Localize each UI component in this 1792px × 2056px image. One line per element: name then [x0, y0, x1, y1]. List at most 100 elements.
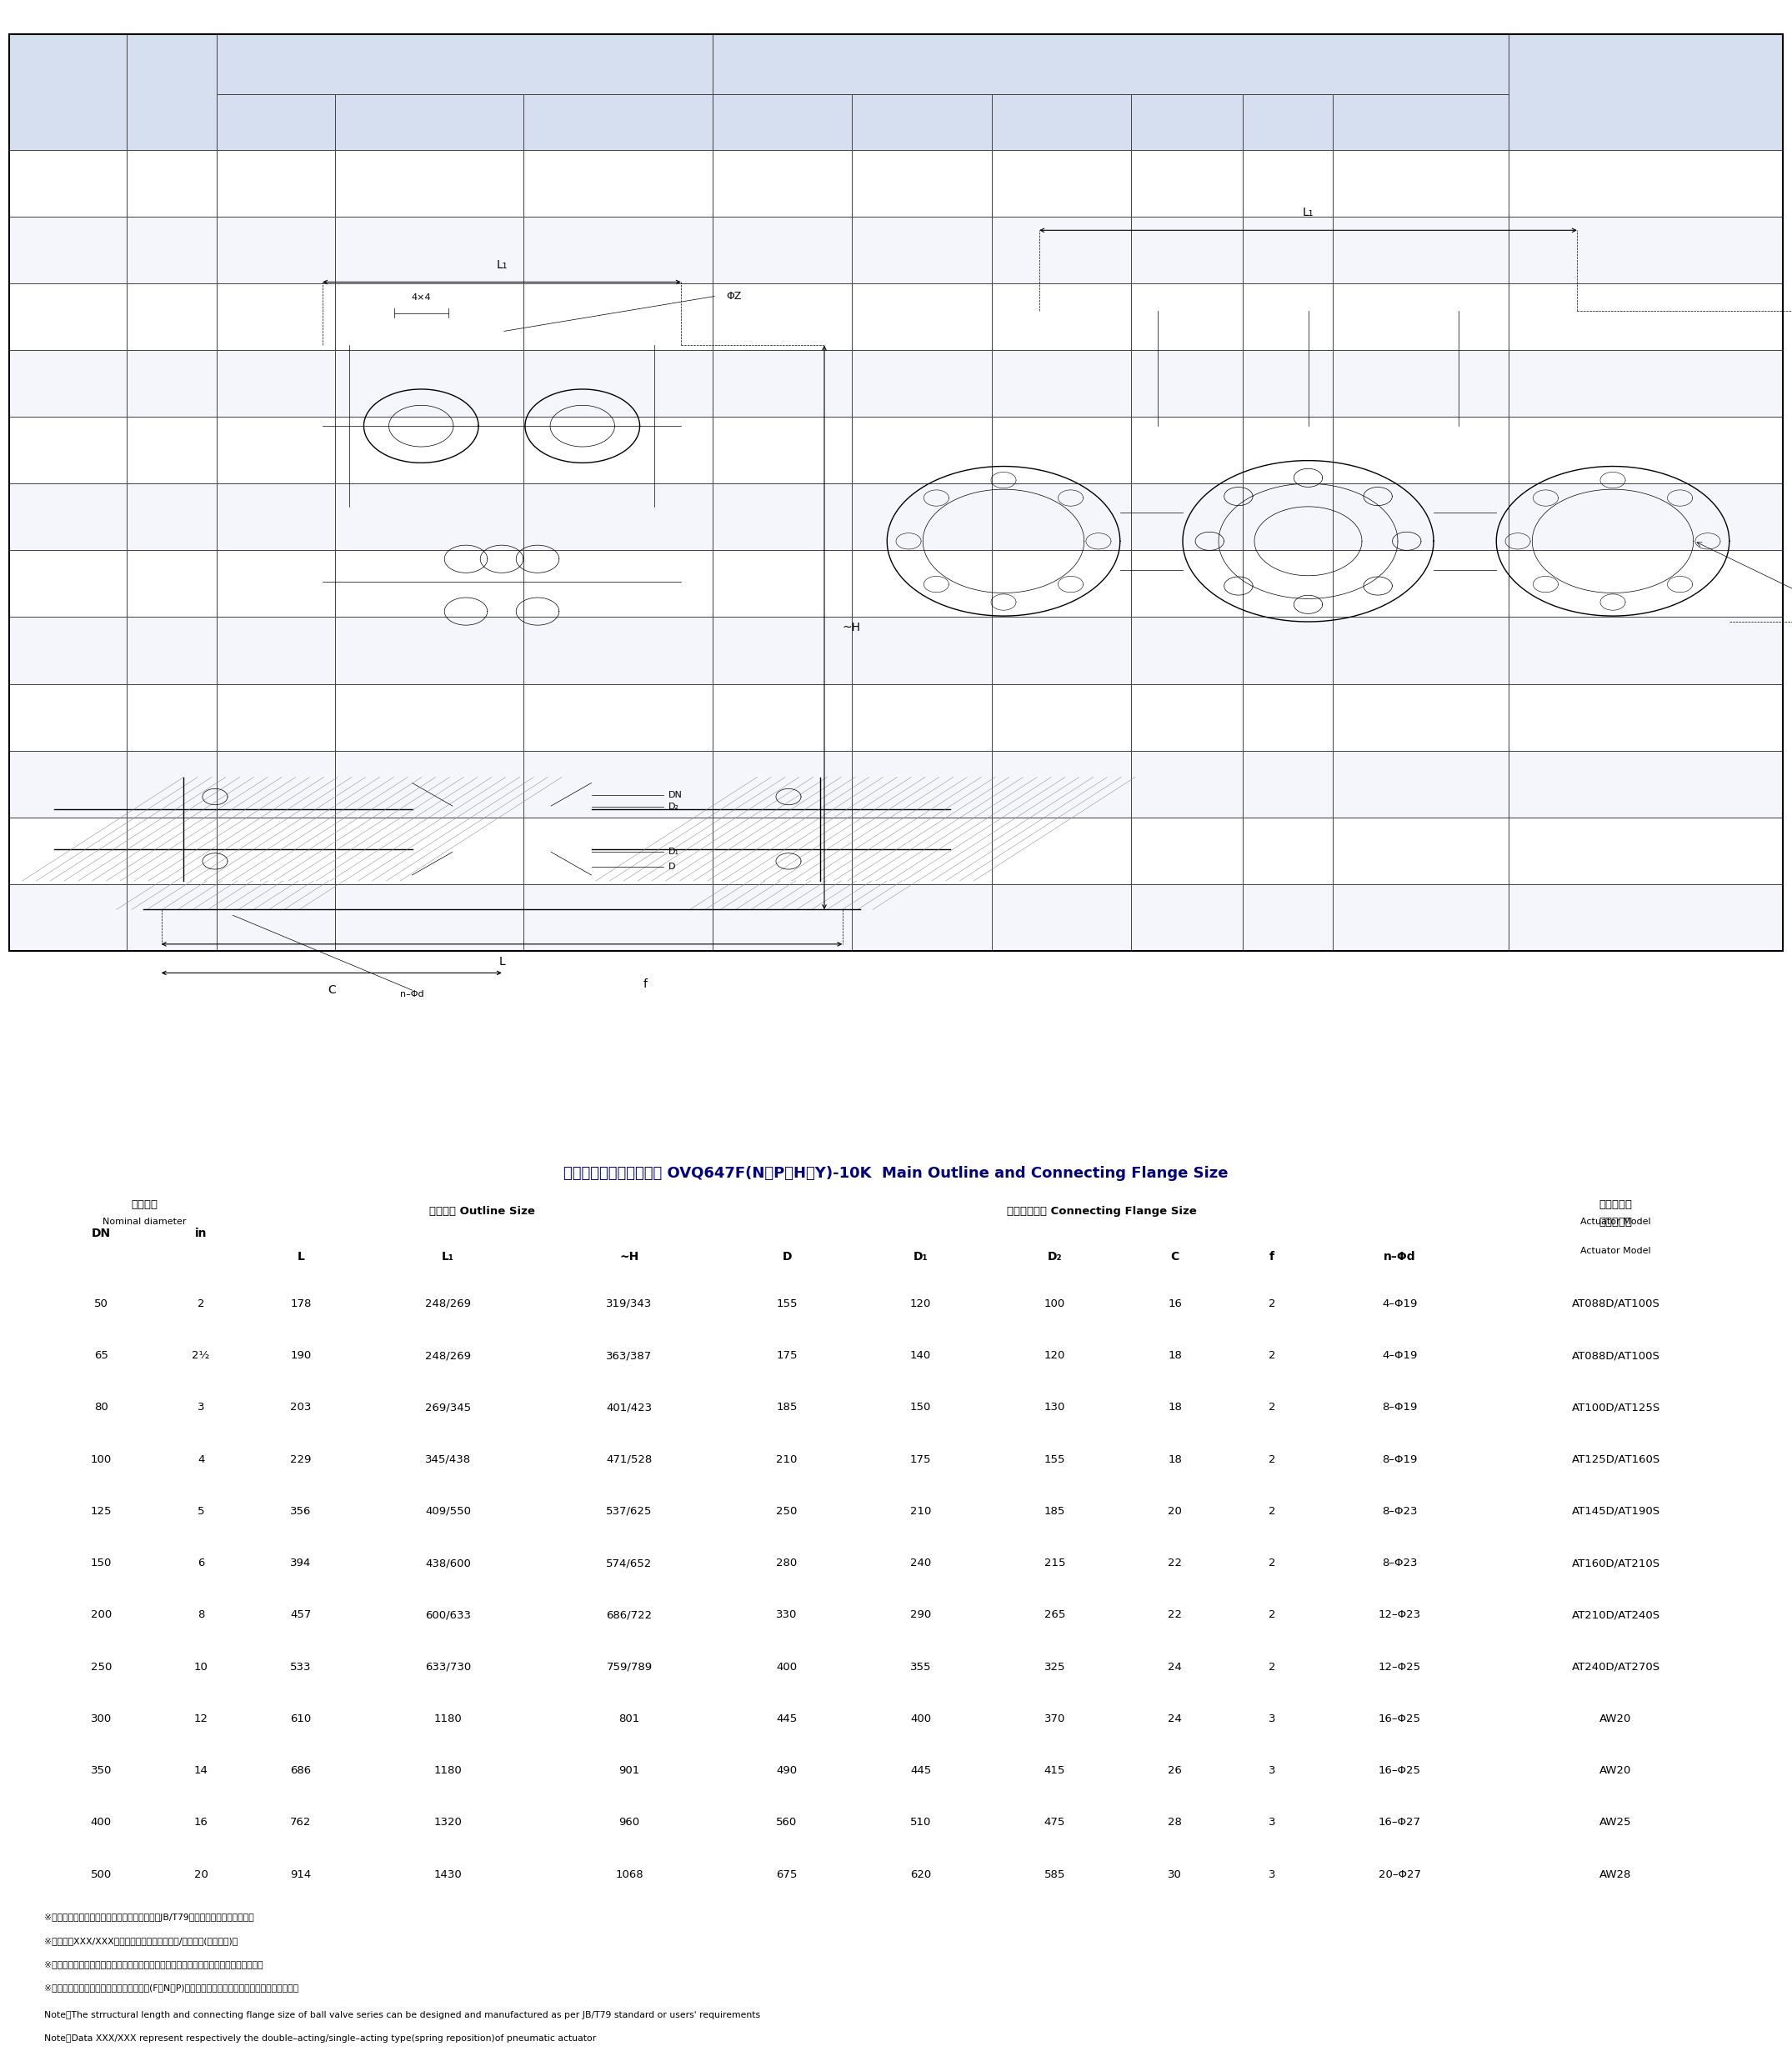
Text: 400: 400	[91, 1818, 111, 1828]
Text: 4: 4	[197, 1454, 204, 1464]
Bar	[991, 685, 1131, 750]
Text: 8–Φ19: 8–Φ19	[1382, 1454, 1417, 1464]
Bar	[851, 417, 991, 483]
Bar	[991, 150, 1131, 216]
Bar	[217, 35, 713, 95]
Bar	[991, 284, 1131, 350]
Bar	[1333, 150, 1509, 216]
Text: 16–Φ25: 16–Φ25	[1378, 1766, 1421, 1776]
Text: 100: 100	[1045, 1299, 1064, 1310]
Bar	[851, 818, 991, 884]
Bar	[335, 483, 523, 551]
Text: 执行器型号: 执行器型号	[1598, 1199, 1633, 1211]
Bar	[523, 818, 713, 884]
Bar	[9, 483, 127, 551]
Bar	[991, 750, 1131, 818]
Bar	[1242, 483, 1333, 551]
Text: 18: 18	[1168, 1351, 1183, 1361]
Bar	[457, 707, 547, 726]
Text: 2: 2	[1269, 1402, 1276, 1412]
Text: Note：Data XXX/XXX represent respectively the double–acting/single–acting type(sp: Note：Data XXX/XXX represent respectively…	[45, 2035, 597, 2044]
Text: AT088D/AT100S: AT088D/AT100S	[1572, 1299, 1659, 1310]
Bar	[991, 551, 1131, 617]
Bar	[1509, 350, 1783, 417]
Text: 4–Φ19: 4–Φ19	[1382, 1299, 1417, 1310]
Text: 633/730: 633/730	[425, 1661, 471, 1672]
Text: 100: 100	[91, 1454, 111, 1464]
Bar	[335, 551, 523, 617]
Text: 28: 28	[1168, 1818, 1183, 1828]
Text: AW20: AW20	[1600, 1713, 1633, 1725]
Bar	[851, 483, 991, 551]
Bar	[713, 350, 851, 417]
Bar	[713, 35, 1509, 95]
Text: D₁: D₁	[668, 847, 679, 855]
Text: n–Φd: n–Φd	[400, 991, 425, 999]
Bar	[1131, 284, 1242, 350]
Text: 319/343: 319/343	[606, 1299, 652, 1310]
Text: 150: 150	[91, 1558, 111, 1569]
Bar	[523, 884, 713, 952]
Text: 620: 620	[910, 1869, 932, 1879]
Text: 185: 185	[776, 1402, 797, 1412]
Text: 290: 290	[910, 1610, 932, 1620]
Text: 445: 445	[910, 1766, 932, 1776]
Text: 210: 210	[910, 1505, 932, 1517]
Bar	[335, 818, 523, 884]
Text: 345/438: 345/438	[425, 1454, 471, 1464]
Text: 2: 2	[1269, 1454, 1276, 1464]
Text: 24: 24	[1168, 1661, 1183, 1672]
Bar	[217, 95, 335, 150]
Bar	[1004, 333, 1039, 403]
Bar	[991, 350, 1131, 417]
Bar	[127, 750, 217, 818]
Text: 130: 130	[1045, 1402, 1064, 1412]
Bar	[127, 685, 217, 750]
Bar	[851, 617, 991, 685]
Bar	[1287, 276, 1330, 310]
Bar	[713, 685, 851, 750]
Text: 3: 3	[1269, 1713, 1276, 1725]
Bar	[217, 483, 335, 551]
Bar	[9, 35, 127, 150]
Text: L₁: L₁	[496, 259, 507, 271]
Text: 914: 914	[290, 1869, 312, 1879]
Bar	[335, 617, 523, 685]
Text: ※注：数据XXX/XXX分别是气动执行器双作用式/单作用式(弹簧复位)。: ※注：数据XXX/XXX分别是气动执行器双作用式/单作用式(弹簧复位)。	[45, 1937, 238, 1945]
Text: 610: 610	[290, 1713, 312, 1725]
Text: 16–Φ27: 16–Φ27	[1378, 1818, 1421, 1828]
Bar	[457, 656, 547, 674]
Text: 210: 210	[776, 1454, 797, 1464]
Text: 2: 2	[1269, 1351, 1276, 1361]
Bar	[1242, 750, 1333, 818]
Text: 510: 510	[910, 1818, 932, 1828]
Bar	[1509, 884, 1783, 952]
Text: 585: 585	[1045, 1869, 1064, 1879]
Bar	[9, 818, 127, 884]
Text: ΦZ: ΦZ	[726, 290, 742, 302]
Bar	[217, 884, 335, 952]
Bar	[1242, 617, 1333, 685]
Text: 363/387: 363/387	[606, 1351, 652, 1361]
Text: 500: 500	[91, 1869, 111, 1879]
Text: AT160D/AT210S: AT160D/AT210S	[1572, 1558, 1659, 1569]
Text: 325: 325	[1045, 1661, 1064, 1672]
Text: 350: 350	[91, 1766, 111, 1776]
Bar	[217, 417, 335, 483]
Bar	[335, 884, 523, 952]
Bar	[9, 884, 127, 952]
Bar	[335, 417, 523, 483]
Text: 400: 400	[910, 1713, 932, 1725]
Text: AT088D/AT100S: AT088D/AT100S	[1572, 1351, 1659, 1361]
Bar	[335, 750, 523, 818]
Text: 175: 175	[776, 1351, 797, 1361]
Bar	[1509, 35, 1783, 150]
Text: 370: 370	[1045, 1713, 1064, 1725]
Bar	[851, 350, 991, 417]
Text: 248/269: 248/269	[425, 1351, 471, 1361]
Text: 229: 229	[290, 1454, 312, 1464]
Text: f: f	[1269, 1250, 1274, 1262]
Text: D: D	[781, 1250, 792, 1262]
Text: 560: 560	[776, 1818, 797, 1828]
Bar	[851, 150, 991, 216]
